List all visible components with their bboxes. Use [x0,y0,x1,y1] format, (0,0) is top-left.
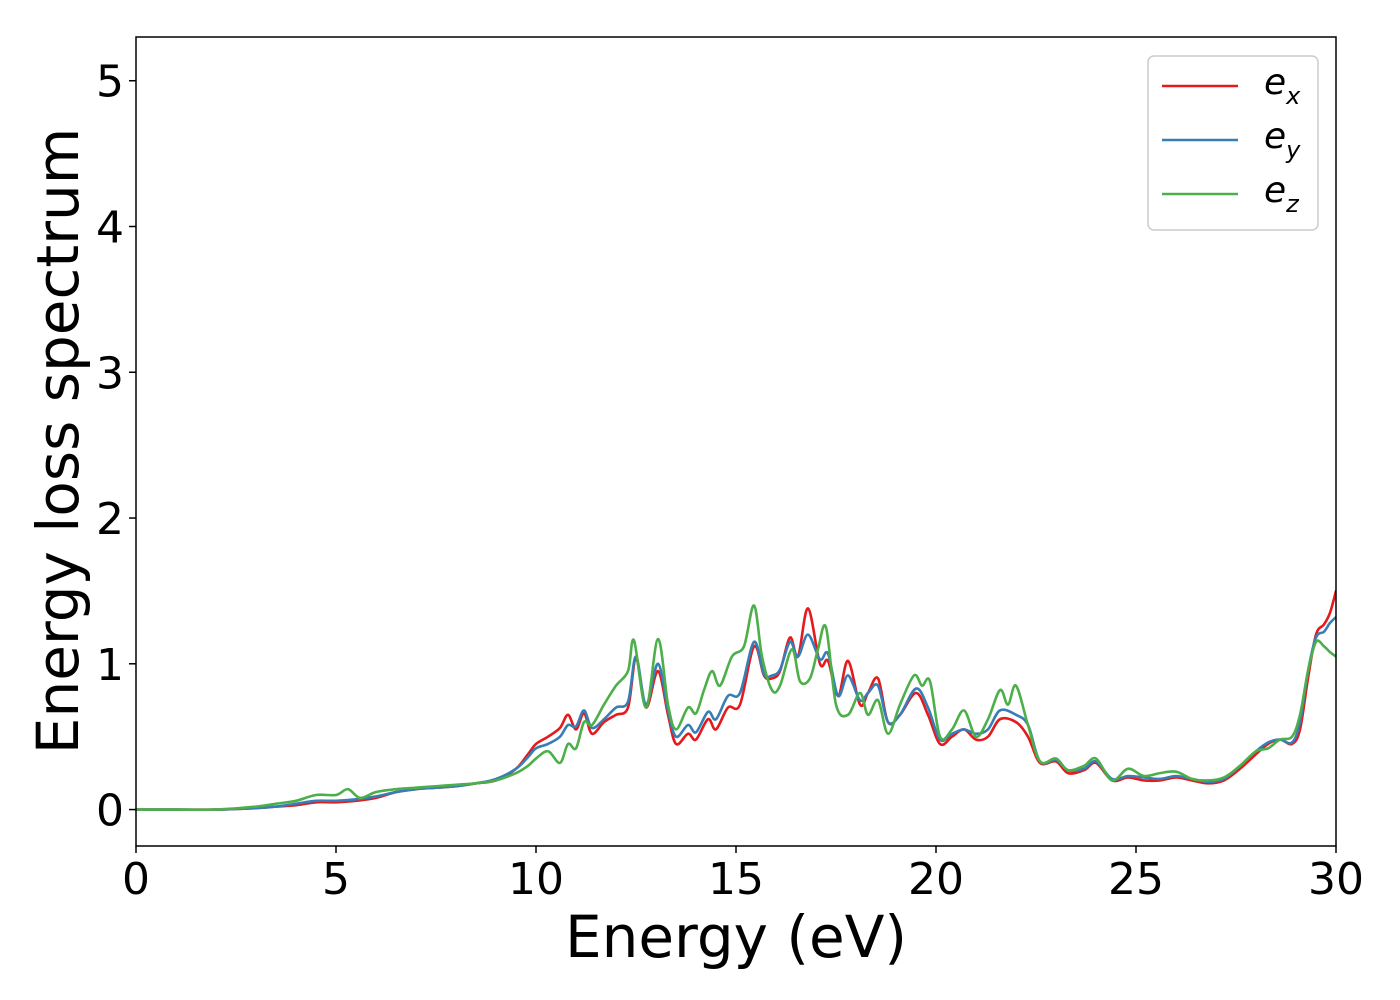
x-tick-label: 25 [1108,854,1164,905]
x-tick-label: 30 [1308,854,1364,905]
legend-label-base: e [1264,116,1286,157]
legend-label-base: e [1264,170,1286,211]
legend-label-z: ez [1264,170,1300,218]
legend-label-subscript: x [1285,82,1301,110]
y-tick-label: 0 [96,786,124,837]
plot-area [135,36,1337,847]
legend-label-x: ex [1264,62,1301,110]
y-tick-label: 4 [96,202,124,253]
y-tick-label: 5 [96,57,124,108]
x-tick-label: 5 [322,854,350,905]
x-axis: 0 5 10 15 20 25 30 [122,846,1364,905]
series-layer [136,589,1336,812]
y-tick-label: 1 [96,640,124,691]
y-axis-label: Energy loss spectrum [24,128,92,754]
legend-label-base: e [1264,62,1286,103]
legend-label-y: ey [1264,116,1301,164]
legend-label-subscript: z [1285,190,1300,218]
y-axis: 0 1 2 3 4 5 [96,57,136,837]
x-axis-label: Energy (eV) [565,903,907,971]
legend-label-subscript: y [1285,136,1301,164]
legend-box [1147,55,1319,231]
x-tick-label: 10 [508,854,564,905]
y-tick-label: 2 [96,494,124,545]
y-tick-label: 3 [96,348,124,399]
x-tick-label: 20 [908,854,964,905]
series-line-z [136,604,1336,812]
x-tick-label: 15 [708,854,764,905]
x-tick-label: 0 [122,854,150,905]
